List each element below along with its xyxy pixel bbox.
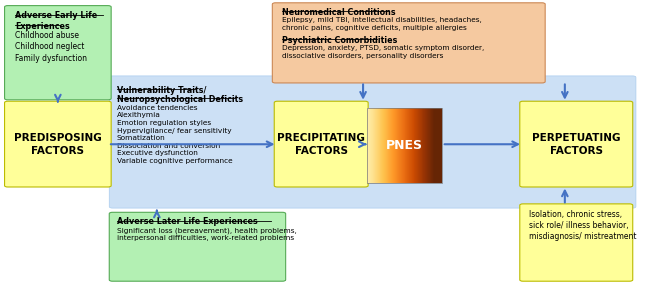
FancyBboxPatch shape bbox=[5, 6, 111, 100]
Text: PRECIPITATING
FACTORS: PRECIPITATING FACTORS bbox=[277, 133, 365, 156]
Text: Neuromedical Conditions: Neuromedical Conditions bbox=[282, 8, 395, 16]
Text: Psychiatric Comorbidities: Psychiatric Comorbidities bbox=[282, 36, 397, 45]
Bar bbox=[367, 108, 442, 183]
FancyBboxPatch shape bbox=[109, 76, 636, 208]
Text: Significant loss (bereavement), health problems,
interpersonal difficulties, wor: Significant loss (bereavement), health p… bbox=[117, 227, 297, 241]
Text: Isolation, chronic stress,
sick role/ illness behavior,
misdiagnosis/ mistreatme: Isolation, chronic stress, sick role/ il… bbox=[529, 210, 637, 241]
FancyBboxPatch shape bbox=[520, 204, 633, 281]
Text: Epilepsy, mild TBI, intellectual disabilities, headaches,
chronic pains, cogniti: Epilepsy, mild TBI, intellectual disabil… bbox=[282, 17, 482, 31]
Text: Experiences: Experiences bbox=[15, 22, 70, 31]
FancyBboxPatch shape bbox=[274, 101, 368, 187]
FancyBboxPatch shape bbox=[109, 212, 285, 281]
Text: Depression, anxiety, PTSD, somatic symptom disorder,
dissociative disorders, per: Depression, anxiety, PTSD, somatic sympt… bbox=[282, 45, 484, 59]
FancyBboxPatch shape bbox=[5, 101, 111, 187]
Text: Childhood abuse
Childhood neglect
Family dysfunction: Childhood abuse Childhood neglect Family… bbox=[15, 31, 88, 63]
Text: PNES: PNES bbox=[386, 139, 423, 152]
Text: PREDISPOSING
FACTORS: PREDISPOSING FACTORS bbox=[14, 133, 101, 156]
Text: Avoidance tendencies
Alexithymia
Emotion regulation styles
Hypervigilance/ fear : Avoidance tendencies Alexithymia Emotion… bbox=[117, 105, 233, 164]
FancyBboxPatch shape bbox=[272, 3, 545, 83]
Text: Adverse Later Life Experiences: Adverse Later Life Experiences bbox=[117, 217, 258, 226]
Text: PERPETUATING
FACTORS: PERPETUATING FACTORS bbox=[532, 133, 621, 156]
Text: Adverse Early Life: Adverse Early Life bbox=[15, 11, 98, 20]
Text: Neuropsychological Deficits: Neuropsychological Deficits bbox=[117, 95, 243, 104]
Text: Vulnerability Traits/: Vulnerability Traits/ bbox=[117, 86, 206, 95]
FancyBboxPatch shape bbox=[520, 101, 633, 187]
